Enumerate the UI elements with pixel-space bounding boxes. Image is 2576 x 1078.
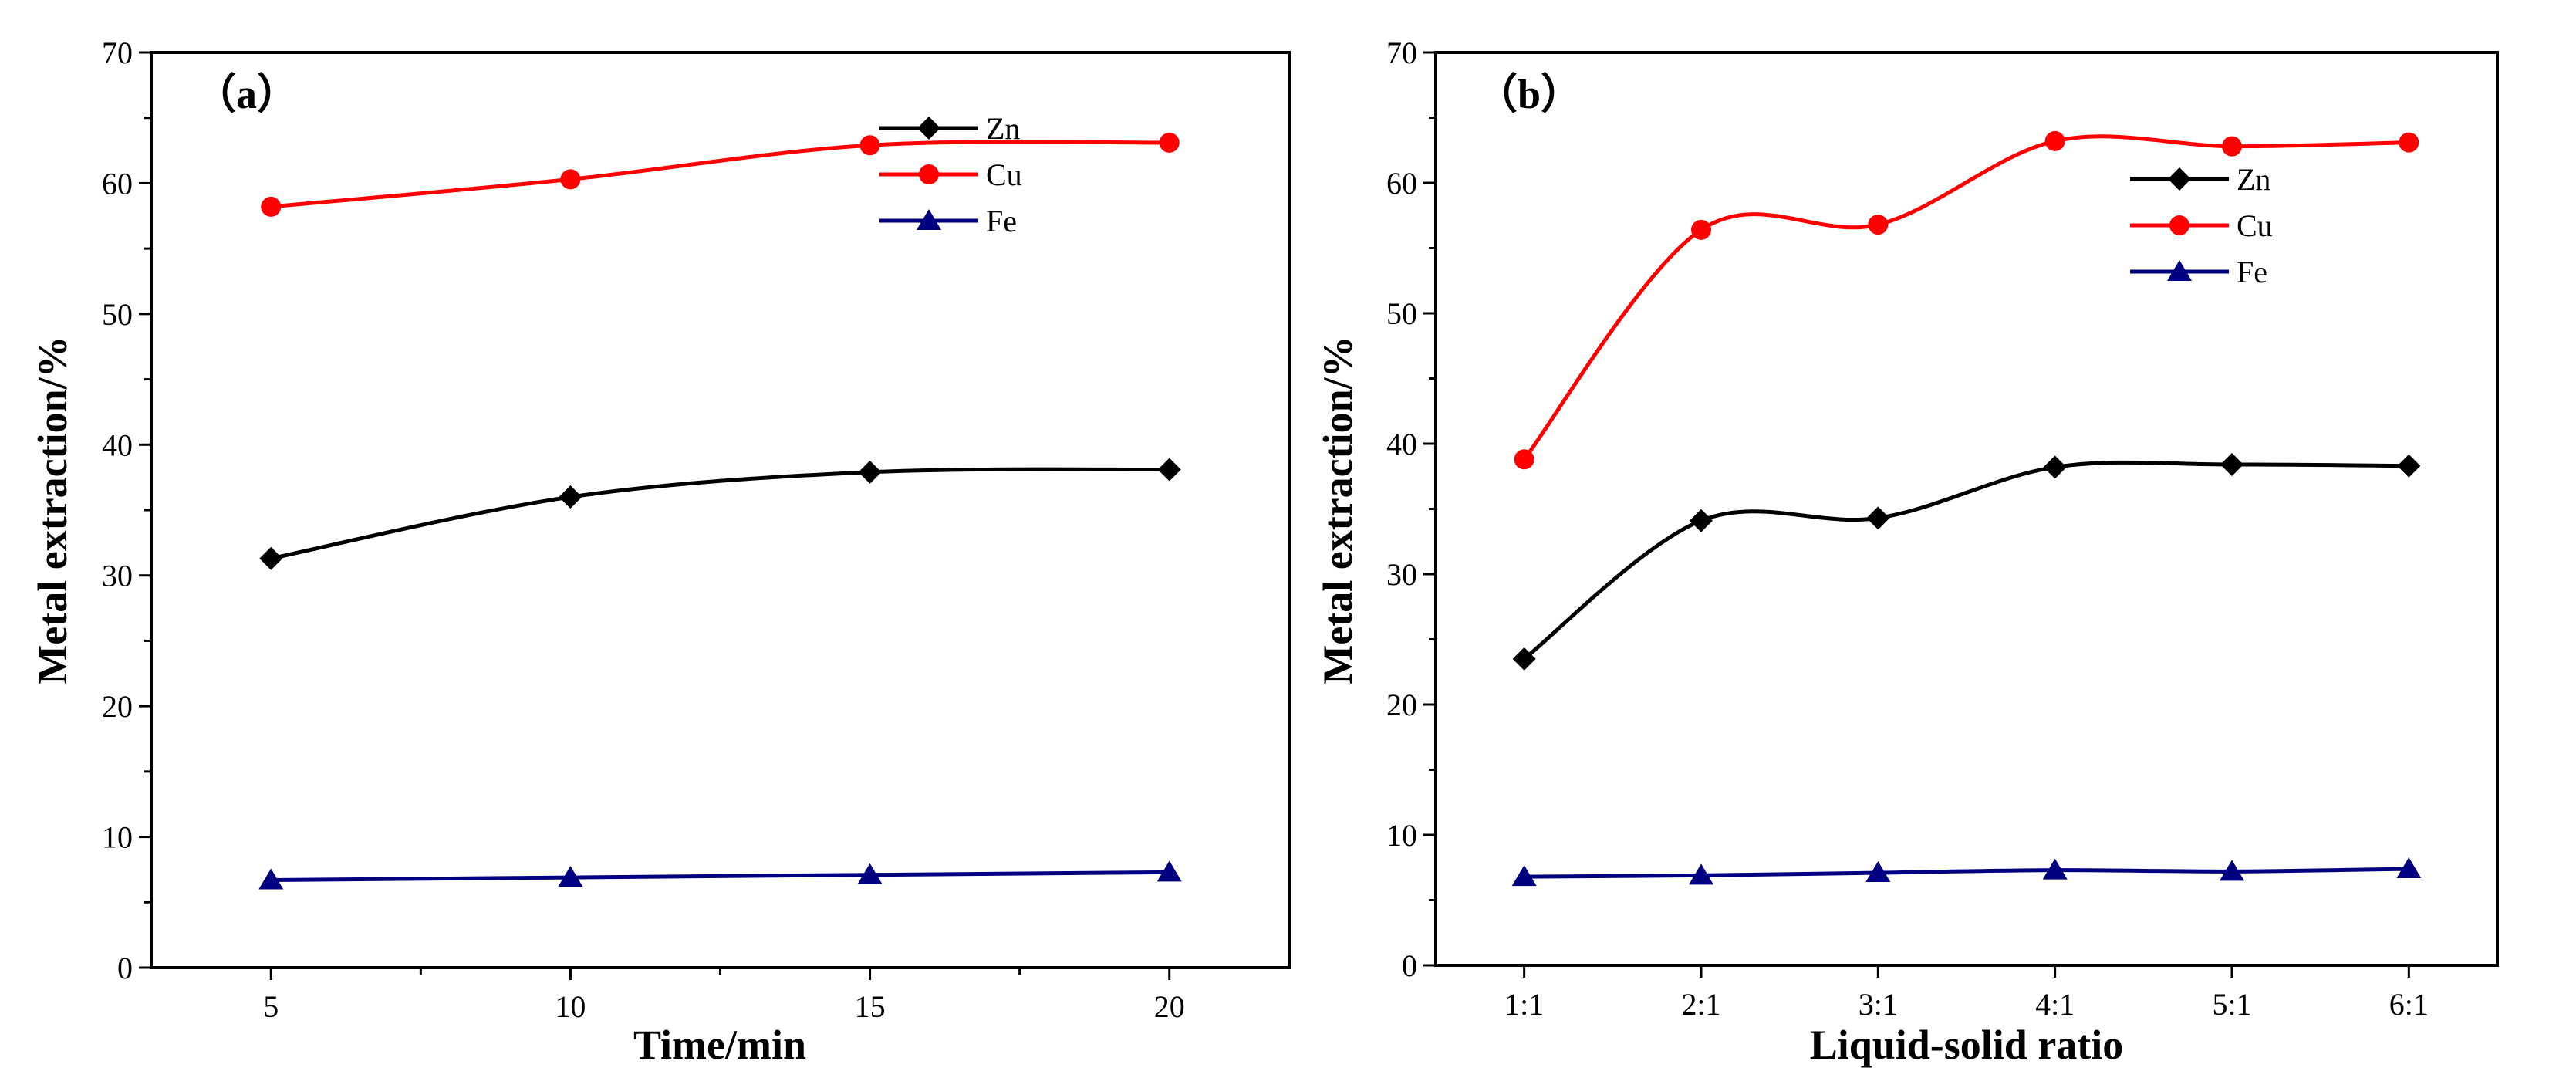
- panel-b: （b） 0 10 20 30 40 50 60 70 1:1 2:1 3:1 4:1 5:1 6:1 Zn…: [1315, 35, 2499, 1068]
- x-tick-label: 4:1: [2035, 987, 2075, 1022]
- legend-label: Cu: [986, 157, 1022, 192]
- x-tick-label: 5:1: [2212, 987, 2251, 1022]
- series-line-cu: [271, 140, 1170, 209]
- data-point: [2042, 858, 2068, 880]
- y-tick-label: 60: [1386, 166, 1417, 201]
- data-point: [1866, 506, 1890, 530]
- legend-label: Fe: [2237, 255, 2267, 289]
- y-tick-label: 20: [1386, 688, 1417, 722]
- data-point: [1511, 865, 1537, 887]
- data-point: [1690, 509, 1713, 532]
- data-point: [919, 164, 939, 184]
- data-point: [917, 117, 940, 140]
- data-point: [2043, 455, 2067, 479]
- x-tick-label: 1:1: [1504, 987, 1544, 1022]
- x-tick-label: 10: [555, 989, 586, 1024]
- data-point: [2168, 167, 2191, 191]
- data-point: [2169, 215, 2189, 235]
- series-line-cu: [1522, 134, 2409, 461]
- data-point: [2222, 136, 2242, 157]
- data-point: [261, 196, 282, 217]
- series-line-fe: [271, 870, 1170, 882]
- data-point: [1865, 861, 1891, 883]
- y-tick-label: 40: [1386, 427, 1417, 461]
- legend: Zn Cu Fe: [879, 111, 1022, 238]
- data-point: [258, 868, 284, 890]
- legend-label: Zn: [2237, 162, 2270, 197]
- data-point: [1156, 860, 1182, 882]
- data-point: [559, 485, 582, 509]
- x-axis-title: Time/min: [633, 1022, 806, 1068]
- data-point: [1159, 132, 1180, 153]
- data-point: [858, 460, 882, 484]
- legend-label: Cu: [2237, 208, 2273, 243]
- data-point: [2167, 260, 2192, 281]
- data-point: [1868, 215, 1889, 235]
- data-point: [1514, 449, 1534, 470]
- x-tick-label: 2:1: [1681, 987, 1720, 1022]
- panel-label: （b）: [1476, 71, 1582, 117]
- data-point: [2399, 132, 2419, 153]
- x-tick-label: 15: [855, 989, 886, 1024]
- axis-ticks: 0 10 20 30 40 50 60 70 5 10 15 20: [102, 35, 1185, 1024]
- data-point: [1689, 863, 1713, 885]
- x-tick-label: 5: [263, 989, 279, 1024]
- panel-a: （a） 0 10 20 30 40 50 60 70 5 10 15 20 Zn Cu Fe Time/m…: [29, 35, 1291, 1068]
- x-tick-label: 6:1: [2389, 987, 2429, 1022]
- data-point: [2397, 454, 2421, 478]
- y-tick-label: 30: [1386, 557, 1417, 592]
- data-point: [1157, 458, 1181, 482]
- y-tick-label: 40: [102, 427, 133, 462]
- data-point: [857, 863, 883, 884]
- y-tick-label: 70: [102, 35, 133, 70]
- x-tick-label: 20: [1154, 989, 1185, 1024]
- y-tick-label: 0: [1402, 948, 1417, 983]
- data-point: [560, 169, 581, 190]
- data-point: [558, 866, 583, 887]
- panel-label: （a）: [194, 71, 299, 117]
- axis-ticks: 0 10 20 30 40 50 60 70 1:1 2:1 3:1 4:1 5:1 6:1: [1386, 35, 2429, 1022]
- data-point: [2044, 130, 2065, 151]
- plot-frame: [150, 51, 1291, 969]
- legend: Zn Cu Fe: [2130, 162, 2273, 289]
- series-line-fe: [1524, 867, 2409, 879]
- series-line-zn: [270, 467, 1170, 561]
- data-point: [259, 546, 283, 570]
- y-tick-label: 60: [102, 166, 133, 201]
- x-tick-label: 3:1: [1859, 987, 1898, 1022]
- y-axis-title: Metal extraction/%: [29, 336, 76, 684]
- legend-label: Fe: [986, 204, 1017, 238]
- x-axis-title: Liquid-solid ratio: [1810, 1022, 2124, 1068]
- plot-frame: [1434, 51, 2499, 967]
- y-axis-title: Metal extraction/%: [1315, 336, 1361, 684]
- data-point: [1512, 647, 1536, 671]
- series-layer: [258, 132, 1182, 890]
- y-tick-label: 70: [1386, 35, 1417, 70]
- y-tick-label: 0: [117, 951, 133, 985]
- data-point: [2396, 857, 2422, 878]
- y-tick-label: 10: [1386, 818, 1417, 853]
- series-line-zn: [1523, 460, 2409, 661]
- data-point: [1691, 219, 1711, 240]
- data-point: [917, 209, 941, 230]
- data-point: [2220, 860, 2244, 881]
- y-tick-label: 50: [102, 297, 133, 332]
- y-tick-label: 20: [102, 689, 133, 724]
- data-point: [859, 135, 880, 156]
- legend-label: Zn: [986, 111, 1020, 146]
- series-layer: [1511, 130, 2422, 887]
- y-tick-label: 30: [102, 559, 133, 593]
- data-point: [2220, 453, 2243, 477]
- y-tick-label: 50: [1386, 296, 1417, 331]
- y-tick-label: 10: [102, 820, 133, 855]
